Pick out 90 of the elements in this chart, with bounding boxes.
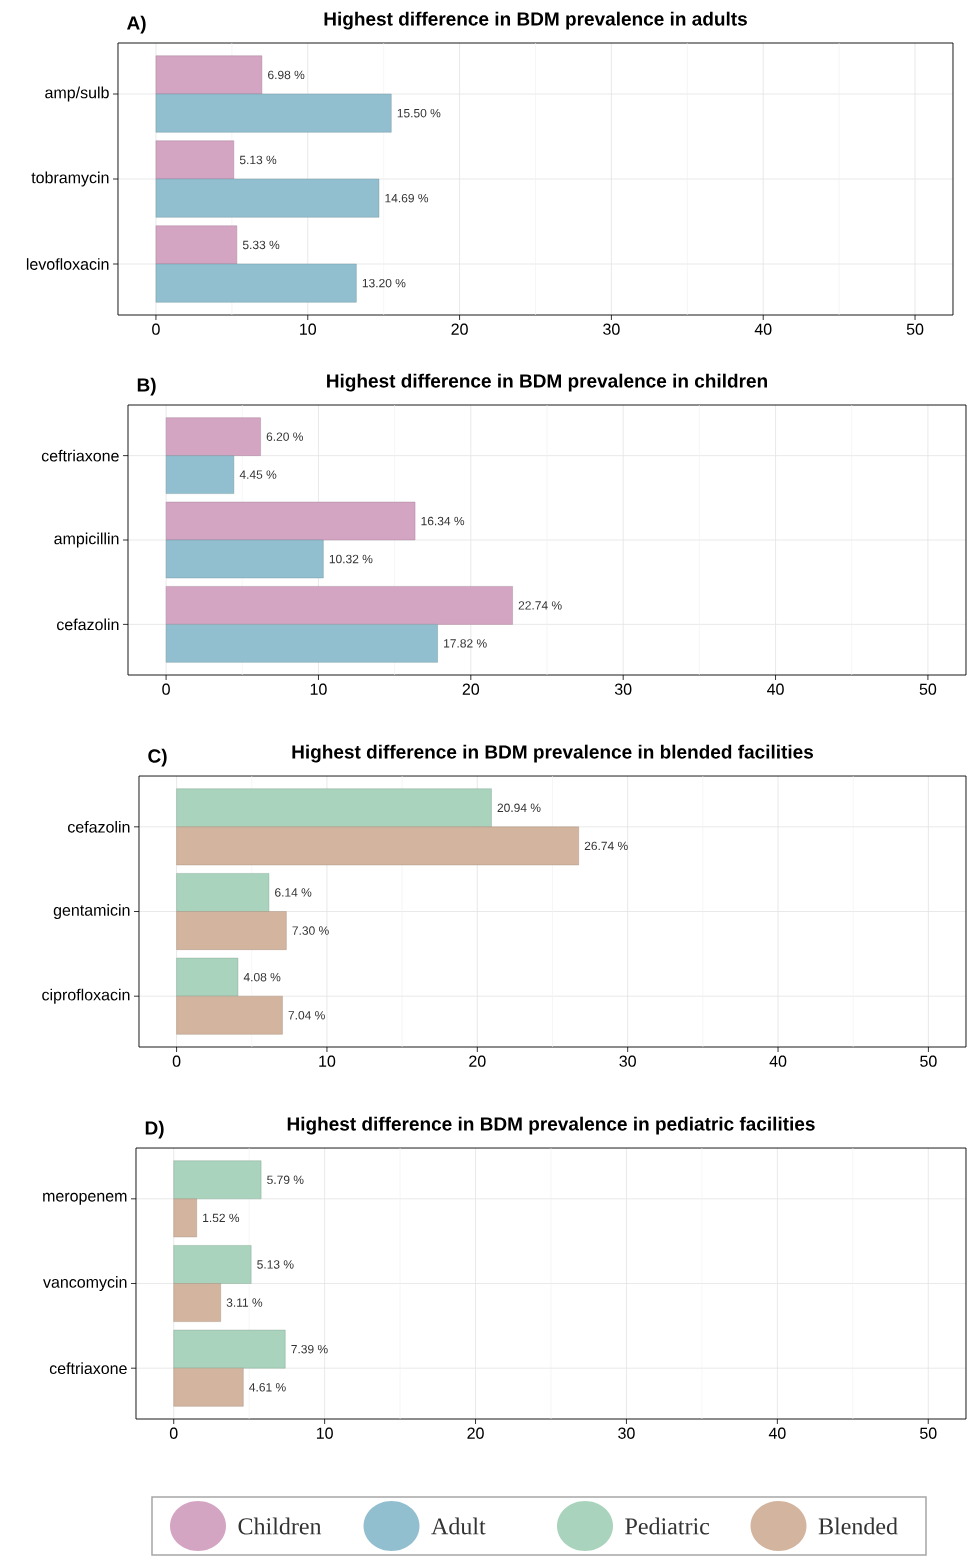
data-label: 5.79 % <box>267 1175 304 1185</box>
bar <box>155 140 235 180</box>
text: D) <box>145 1120 164 1139</box>
data-label: 5.13 % <box>257 1260 294 1269</box>
x-tick-label: 40 <box>754 323 772 335</box>
y-tick-label: ciprofloxacin <box>42 988 130 1004</box>
data-label: 15.50 % <box>397 108 441 118</box>
bar <box>165 417 261 456</box>
bar <box>165 455 235 494</box>
x-tick-label: 0 <box>172 1055 181 1067</box>
data-label: 10.32 % <box>329 554 373 564</box>
bar <box>165 624 438 663</box>
bar <box>176 996 283 1035</box>
data-label: 6.14 % <box>275 888 312 897</box>
x-tick-label: 40 <box>767 683 784 695</box>
bar <box>176 826 579 866</box>
y-tick-label: vancomycin <box>43 1276 127 1291</box>
legend-label: Blended <box>818 1517 898 1535</box>
data-label: 4.08 % <box>243 972 281 982</box>
data-label: 7.04 % <box>288 1011 325 1020</box>
x-tick-label: 50 <box>919 683 937 695</box>
x-tick-label: 30 <box>614 683 632 695</box>
x-tick-label: 10 <box>310 683 327 695</box>
text: C) <box>148 748 167 767</box>
x-tick-label: 30 <box>618 1427 635 1439</box>
data-label: 3.11 % <box>226 1298 263 1307</box>
legend-label: Pediatric <box>625 1517 710 1535</box>
bar <box>165 586 513 625</box>
data-label: 16.34 % <box>421 516 465 526</box>
x-tick-label: 20 <box>462 683 480 695</box>
x-tick-label: 50 <box>920 1055 937 1067</box>
data-label: 6.98 % <box>268 70 305 80</box>
x-tick-label: 40 <box>768 1427 786 1439</box>
x-tick-label: 50 <box>906 323 924 335</box>
x-tick-label: 10 <box>319 1055 336 1067</box>
y-tick-label: ceftriaxone <box>49 1362 127 1375</box>
bar <box>155 93 392 133</box>
x-tick-label: 10 <box>300 323 317 335</box>
text: A) <box>127 15 146 34</box>
chart-title: Highest difference in BDM prevalence in children <box>327 373 767 392</box>
x-tick-label: 0 <box>152 323 160 335</box>
y-tick-label: tobramycin <box>31 171 109 187</box>
x-tick-label: 40 <box>769 1055 787 1067</box>
legend-label: Adult <box>431 1517 486 1535</box>
x-tick-label: 10 <box>316 1427 333 1439</box>
legend-label: Children <box>238 1517 322 1535</box>
y-tick-label: amp/sulb <box>45 86 109 102</box>
y-tick-label: levofloxacin <box>26 258 109 270</box>
y-tick-label: gentamicin <box>53 904 130 919</box>
data-label: 7.39 % <box>291 1344 328 1354</box>
data-label: 5.13 % <box>239 155 277 165</box>
x-tick-label: 20 <box>451 323 468 335</box>
data-label: 13.20 % <box>362 278 406 288</box>
bar <box>176 873 270 912</box>
data-label: 1.52 % <box>203 1213 240 1223</box>
y-tick-label: ampicillin <box>54 532 119 548</box>
bar <box>176 788 492 828</box>
x-tick-label: 50 <box>920 1427 937 1439</box>
text: B) <box>137 377 156 396</box>
bar <box>155 178 380 218</box>
data-label: 5.33 % <box>242 240 280 250</box>
x-tick-label: 20 <box>467 1427 484 1439</box>
data-label: 6.20 % <box>266 432 304 441</box>
y-tick-label: meropenem <box>43 1192 127 1205</box>
y-tick-label: ceftriaxone <box>41 449 119 462</box>
x-tick-label: 0 <box>169 1427 178 1439</box>
chart-title: Highest difference in BDM prevalence in pediatric facilities <box>287 1116 815 1135</box>
y-tick-label: cefazolin <box>56 618 119 631</box>
data-label: 4.45 % <box>239 470 277 479</box>
bar <box>176 957 239 997</box>
chart-title: Highest difference in BDM prevalence in blended facilities <box>292 744 814 763</box>
bar <box>155 55 263 95</box>
x-tick-label: 20 <box>469 1055 486 1067</box>
bar <box>165 501 416 541</box>
chart-title: Highest difference in BDM prevalence in adults <box>324 11 747 30</box>
data-label: 4.61 % <box>249 1383 286 1392</box>
bar <box>155 225 238 265</box>
data-label: 22.74 % <box>518 601 562 610</box>
data-label: 14.69 % <box>385 193 429 203</box>
x-tick-label: 0 <box>162 683 170 695</box>
x-tick-label: 30 <box>619 1055 636 1067</box>
bar <box>165 539 324 579</box>
data-label: 26.74 % <box>584 841 628 851</box>
data-label: 20.94 % <box>497 803 541 813</box>
x-tick-label: 30 <box>603 323 620 335</box>
y-tick-label: cefazolin <box>67 820 130 833</box>
data-label: 7.30 % <box>292 926 329 935</box>
bar <box>176 911 287 950</box>
bar <box>155 263 357 303</box>
data-label: 17.82 % <box>444 639 487 648</box>
